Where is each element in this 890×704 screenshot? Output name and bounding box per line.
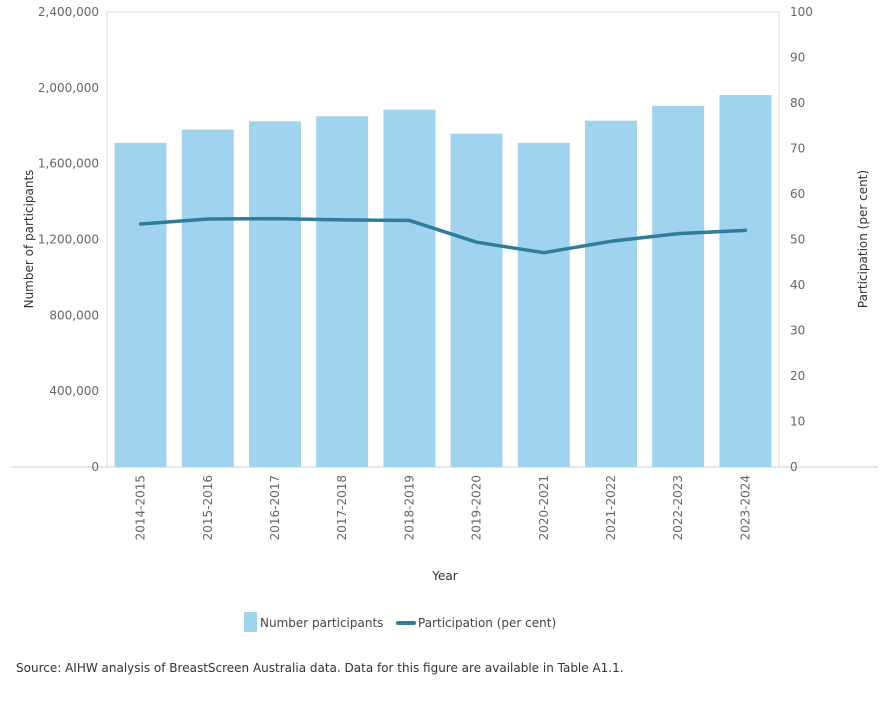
legend-swatch-bars [244,612,257,632]
y-tick-label: 400,000 [49,384,99,398]
y2-tick-label: 90 [790,51,805,65]
right-axis-ticks: 0 10 20 30 40 50 60 70 80 90 100 [790,5,813,474]
y2-tick-label: 10 [790,415,805,429]
x-tick-label: 2021-2022 [604,475,618,540]
bar [517,142,570,467]
y2-tick-label: 30 [790,324,805,338]
x-tick-label: 2022-2023 [671,475,685,540]
y-tick-label: 2,400,000 [38,5,99,19]
bar [249,121,301,467]
bar [719,95,772,467]
bar [316,116,369,467]
y2-tick-label: 40 [790,278,805,292]
x-tick-label: 2017-2018 [335,475,349,540]
participation-line [138,216,748,255]
y2-tick-label: 20 [790,369,805,383]
y-tick-label: 1,200,000 [38,233,99,247]
source-note: Source: AIHW analysis of BreastScreen Au… [16,661,624,675]
y-tick-label: 800,000 [49,308,99,322]
bar [181,129,234,467]
x-tick-label: 2020-2021 [537,475,551,540]
y2-tick-label: 100 [790,5,813,19]
bar [114,142,167,467]
x-tick-label: 2016-2017 [268,475,282,540]
x-tick-label: 2015-2016 [201,475,215,540]
line-series [138,216,748,255]
y2-axis-title: Participation (per cent) [856,170,870,308]
y2-tick-label: 0 [790,460,798,474]
bar [383,109,436,468]
bar [652,105,705,467]
bar-series [114,95,772,468]
y-tick-label: 2,000,000 [38,81,99,95]
bar [450,133,503,467]
x-axis-title: Year [431,569,457,583]
x-tick-label: 2014-2015 [134,475,148,540]
y2-tick-label: 50 [790,233,805,247]
x-tick-label: 2018-2019 [402,475,416,540]
legend-label-bars: Number participants [260,616,383,630]
x-axis-ticks: 2014-2015 2015-2016 2016-2017 2017-2018 2018… [134,475,753,540]
y2-tick-label: 70 [790,142,805,156]
bar [585,120,637,467]
x-tick-label: 2019-2020 [470,475,484,540]
left-axis-ticks: 0 400,000 800,000 1,200,000 1,600,000 2,000,0… [38,5,99,474]
legend: Number participants Participation (per c… [244,612,556,632]
y2-tick-label: 60 [790,187,805,201]
y-axis-title: Number of participants [22,170,36,309]
legend-label-line: Participation (per cent) [418,616,556,630]
y-tick-label: 1,600,000 [38,157,99,171]
x-tick-label: 2023-2024 [738,475,752,540]
y2-tick-label: 80 [790,96,805,110]
y-tick-label: 0 [91,460,99,474]
